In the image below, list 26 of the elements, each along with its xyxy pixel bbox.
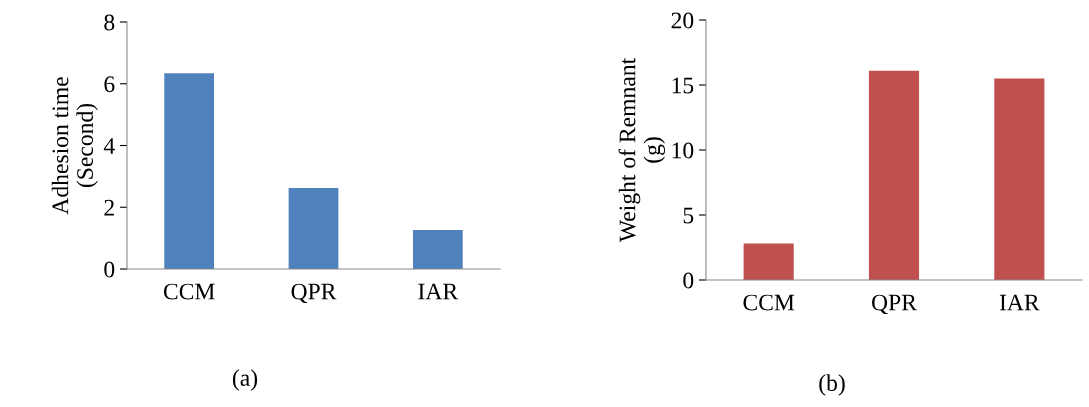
- y-axis-title: Weight of Remnant (g): [618, 57, 666, 243]
- bar: [868, 70, 920, 280]
- y-tick-label: 15: [672, 77, 694, 94]
- y-tick-label: 4: [103, 138, 115, 154]
- x-tick-label: IAR: [999, 294, 1040, 311]
- x-tick-label: QPR: [291, 283, 337, 304]
- y-tick-label: 0: [683, 272, 694, 289]
- bar: [412, 230, 463, 269]
- bar: [288, 188, 339, 269]
- text: (b): [819, 374, 845, 396]
- y-tick-label: 10: [672, 142, 694, 159]
- text: (a): [232, 369, 258, 391]
- y-tick-label: 6: [104, 76, 115, 93]
- y-tick-label: 20: [671, 12, 694, 29]
- bar: [164, 73, 215, 269]
- y-tick-label: 0: [104, 261, 115, 278]
- y-axis-title: Adhesion time (Second): [51, 77, 98, 215]
- bar: [994, 78, 1045, 280]
- x-tick-label: QPR: [872, 294, 917, 315]
- x-tick-label: CCM: [743, 294, 795, 311]
- y-tick-label: 5: [683, 207, 694, 224]
- y-tick-label: 2: [104, 199, 114, 216]
- bar: [743, 243, 794, 280]
- x-tick-label: CCM: [163, 283, 215, 300]
- x-tick-label: IAR: [418, 283, 459, 300]
- y-tick-label: 8: [104, 14, 115, 31]
